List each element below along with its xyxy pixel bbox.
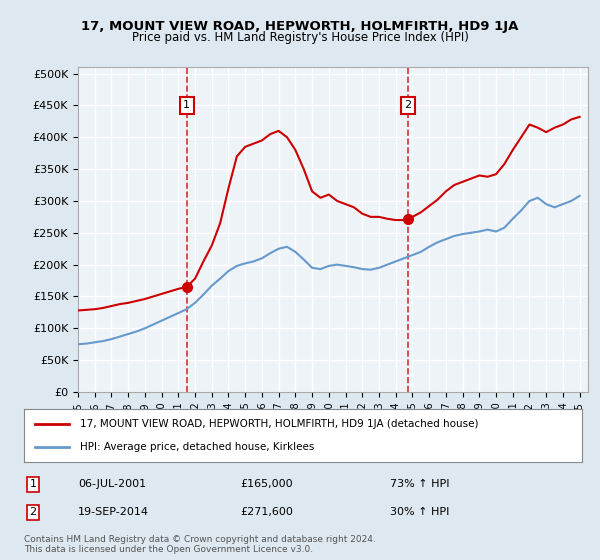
Text: 2: 2 bbox=[404, 100, 412, 110]
Text: Contains HM Land Registry data © Crown copyright and database right 2024.: Contains HM Land Registry data © Crown c… bbox=[24, 535, 376, 544]
Text: This data is licensed under the Open Government Licence v3.0.: This data is licensed under the Open Gov… bbox=[24, 545, 313, 554]
Text: 1: 1 bbox=[29, 479, 37, 489]
Text: HPI: Average price, detached house, Kirklees: HPI: Average price, detached house, Kirk… bbox=[80, 442, 314, 452]
Text: 73% ↑ HPI: 73% ↑ HPI bbox=[390, 479, 449, 489]
Text: 19-SEP-2014: 19-SEP-2014 bbox=[78, 507, 149, 517]
Text: 2: 2 bbox=[29, 507, 37, 517]
Text: 1: 1 bbox=[183, 100, 190, 110]
Text: 17, MOUNT VIEW ROAD, HEPWORTH, HOLMFIRTH, HD9 1JA (detached house): 17, MOUNT VIEW ROAD, HEPWORTH, HOLMFIRTH… bbox=[80, 419, 478, 429]
Text: 06-JUL-2001: 06-JUL-2001 bbox=[78, 479, 146, 489]
Text: £271,600: £271,600 bbox=[240, 507, 293, 517]
Text: £165,000: £165,000 bbox=[240, 479, 293, 489]
Text: Price paid vs. HM Land Registry's House Price Index (HPI): Price paid vs. HM Land Registry's House … bbox=[131, 31, 469, 44]
Text: 30% ↑ HPI: 30% ↑ HPI bbox=[390, 507, 449, 517]
Text: 17, MOUNT VIEW ROAD, HEPWORTH, HOLMFIRTH, HD9 1JA: 17, MOUNT VIEW ROAD, HEPWORTH, HOLMFIRTH… bbox=[82, 20, 518, 32]
